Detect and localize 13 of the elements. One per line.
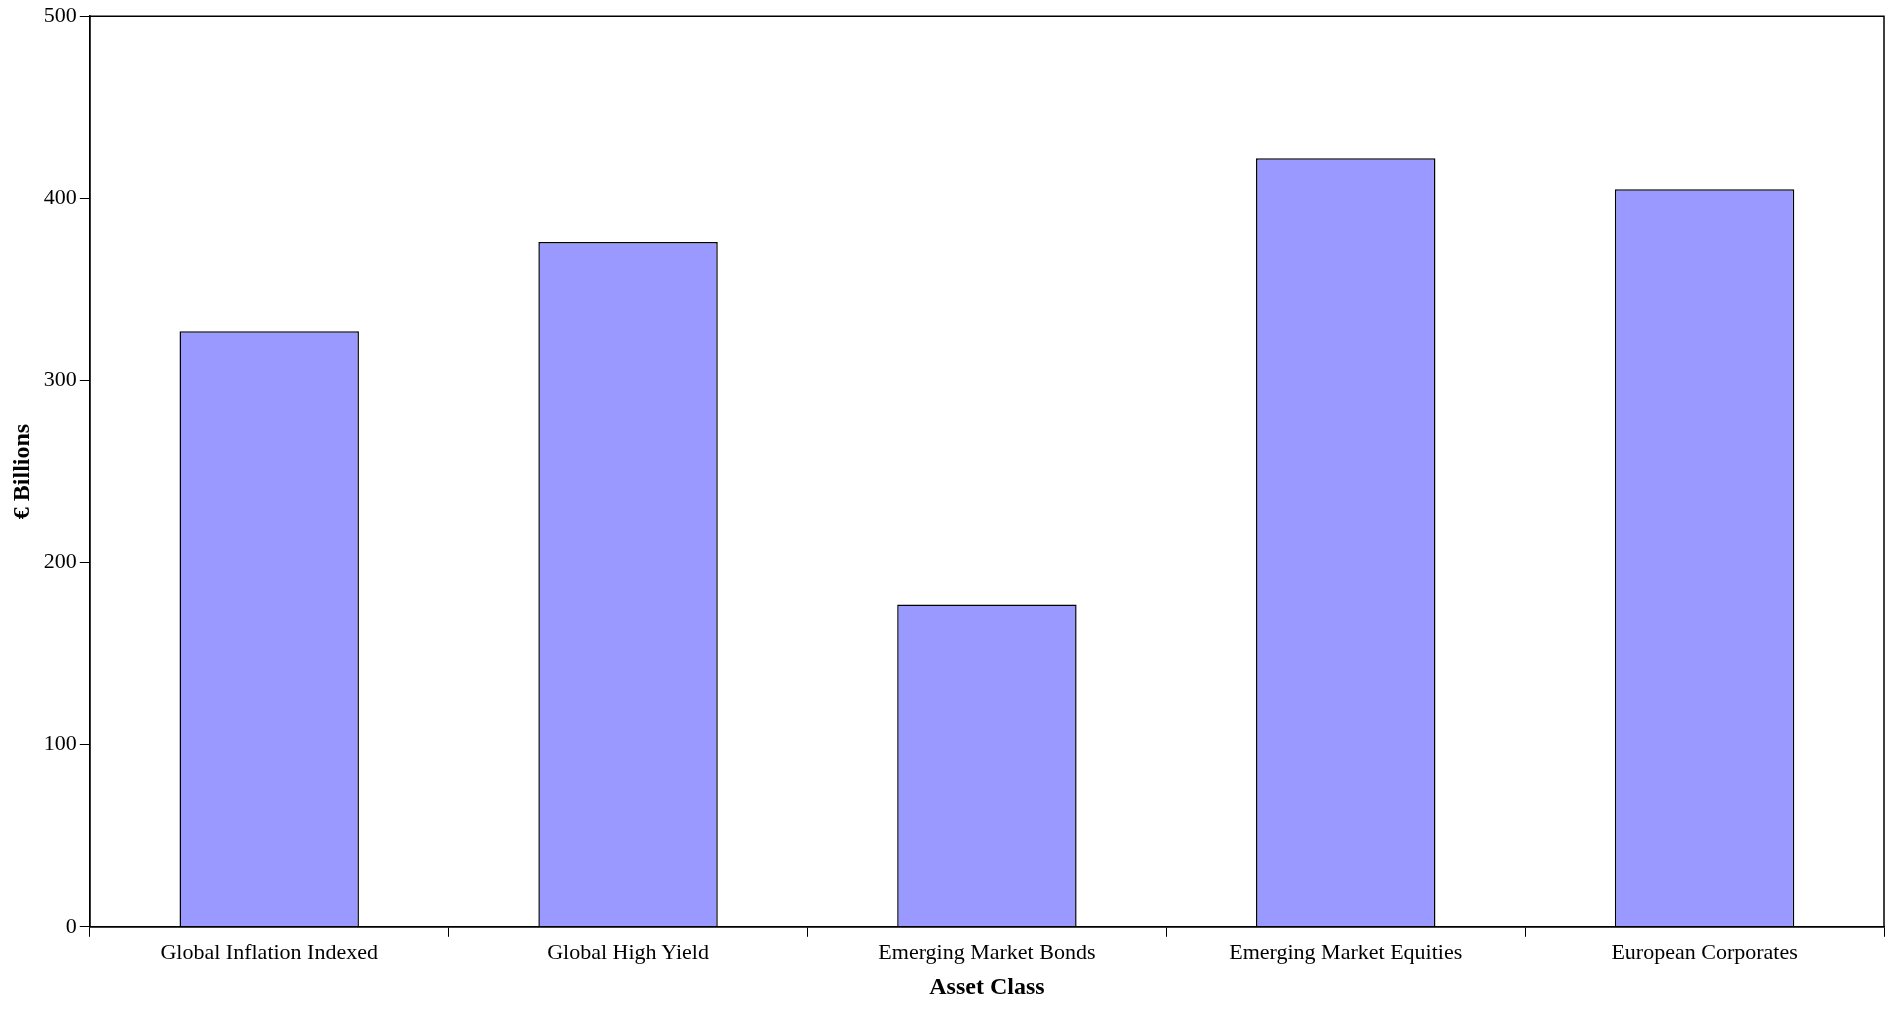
x-tick-label: Emerging Market Equities <box>1229 938 1463 964</box>
y-tick-label: 0 <box>65 912 77 938</box>
y-tick-label: 400 <box>43 184 77 210</box>
y-tick-label: 200 <box>43 548 77 574</box>
y-axis-title: € Billions <box>7 423 34 520</box>
y-tick-label: 100 <box>43 730 77 756</box>
x-tick-label: Global High Yield <box>547 938 709 964</box>
x-tick-label: European Corporates <box>1611 938 1798 964</box>
x-axis-title: Asset Class <box>929 972 1045 999</box>
x-tick-label: Global Inflation Indexed <box>160 938 378 964</box>
x-tick-label: Emerging Market Bonds <box>878 938 1096 964</box>
y-tick-label: 500 <box>43 1 77 27</box>
y-tick-label: 300 <box>43 366 77 392</box>
